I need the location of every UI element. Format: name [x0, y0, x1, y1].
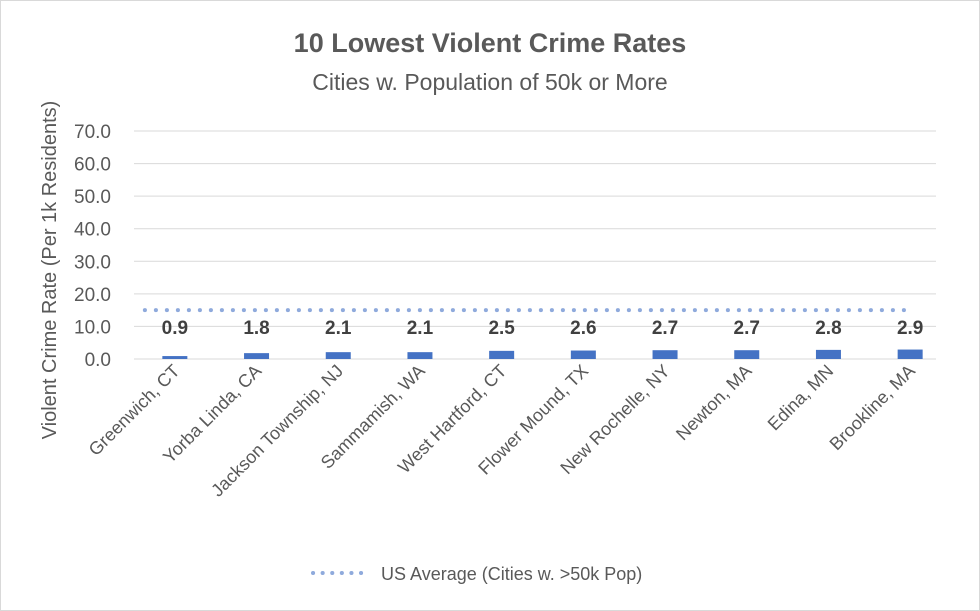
y-tick-label: 0.0	[85, 350, 111, 371]
data-label: 2.1	[407, 318, 434, 339]
legend-label-us-average: US Average (Cities w. >50k Pop)	[381, 564, 642, 584]
data-label: 2.6	[570, 318, 596, 339]
y-tick-label: 30.0	[74, 252, 111, 273]
bar	[489, 350, 515, 359]
data-label: 2.5	[488, 318, 515, 339]
bar	[815, 349, 841, 359]
bar	[652, 350, 678, 359]
y-tick-label: 20.0	[74, 285, 111, 306]
data-label: 1.8	[243, 318, 269, 339]
bar	[570, 350, 596, 359]
y-tick-label: 60.0	[74, 155, 111, 176]
bar	[162, 356, 188, 359]
bar	[734, 350, 760, 359]
y-tick-label: 70.0	[74, 122, 111, 143]
data-label: 2.1	[325, 318, 352, 339]
bar	[407, 352, 433, 359]
bar	[325, 352, 351, 359]
bar	[897, 349, 923, 359]
chart-subtitle: Cities w. Population of 50k or More	[312, 69, 667, 95]
y-axis-label: Violent Crime Rate (Per 1k Residents)	[39, 101, 61, 440]
y-tick-label: 50.0	[74, 187, 111, 208]
data-label: 0.9	[162, 318, 188, 339]
y-tick-label: 10.0	[74, 317, 111, 338]
legend: US Average (Cities w. >50k Pop)	[311, 564, 642, 584]
data-label: 2.7	[652, 318, 678, 339]
data-label: 2.9	[897, 318, 923, 339]
data-label: 2.7	[734, 318, 760, 339]
chart-title: 10 Lowest Violent Crime Rates	[294, 28, 687, 58]
y-tick-label: 40.0	[74, 220, 111, 241]
data-label: 2.8	[815, 318, 841, 339]
bar	[244, 353, 270, 359]
